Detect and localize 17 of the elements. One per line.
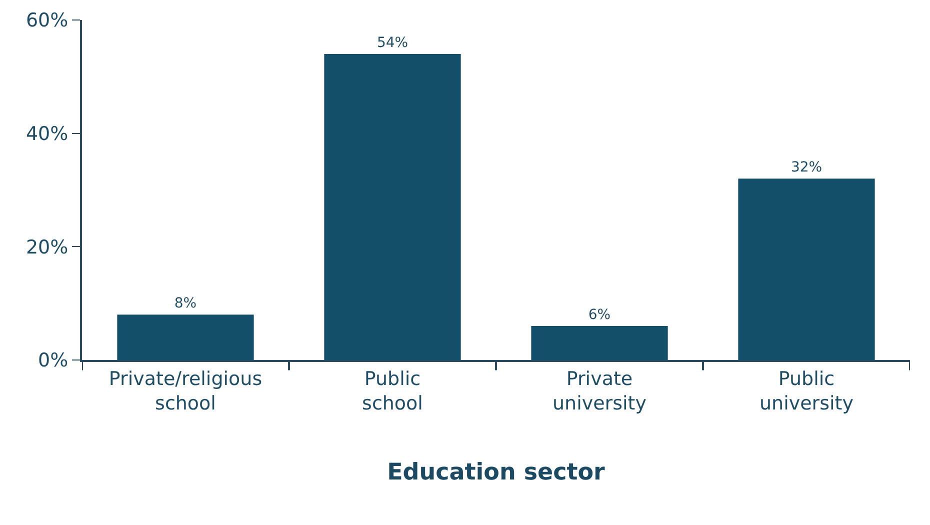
data-label: 8%	[174, 296, 197, 312]
y-tick-label: 40%	[26, 122, 68, 145]
bar	[531, 326, 668, 360]
y-tick-label: 60%	[26, 10, 68, 32]
y-tick-label: 20%	[26, 236, 68, 258]
x-tick-label: Private university	[552, 368, 646, 414]
bar	[738, 178, 875, 360]
x-tick-label: Public university	[760, 368, 854, 414]
data-label: 32%	[790, 160, 822, 176]
data-label: 54%	[376, 35, 408, 51]
bar	[324, 54, 461, 360]
x-tick-label: Public school	[362, 368, 423, 414]
x-axis-title: Education sector	[387, 460, 606, 486]
y-tick-label: 0%	[38, 350, 68, 372]
x-tick-label: Private/religious school	[108, 368, 262, 414]
data-label: 6%	[588, 307, 611, 323]
bar	[117, 314, 254, 360]
